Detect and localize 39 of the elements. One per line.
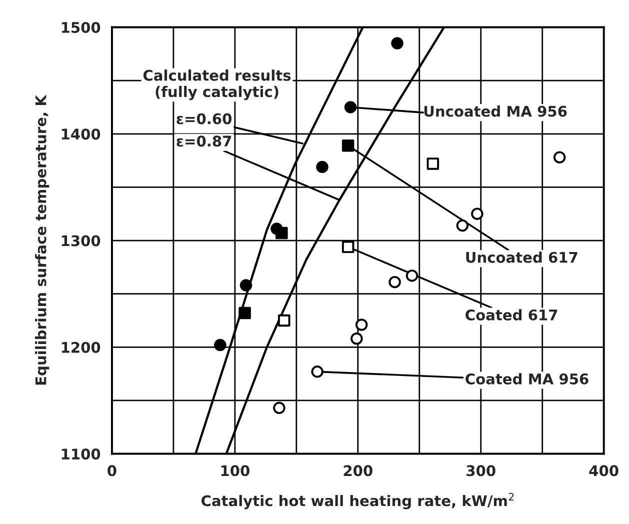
point xyxy=(471,208,484,220)
point xyxy=(406,270,418,282)
point xyxy=(355,318,368,331)
point xyxy=(388,276,401,288)
y-tick-label: 1500 xyxy=(62,22,100,33)
point xyxy=(426,158,440,170)
x-tick-label: 0 xyxy=(108,465,116,476)
annotation: Calculated results (fully catalytic) xyxy=(143,70,291,100)
point xyxy=(240,279,252,292)
point xyxy=(456,219,469,232)
annotation: ε=0.87 xyxy=(176,136,232,147)
x-axis-title: Catalytic hot wall heating rate, kW/m$^{2}$ xyxy=(201,492,514,510)
annotation: Coated MA 956 xyxy=(466,373,588,384)
x-tick-label: 400 xyxy=(589,465,618,476)
annotation: Uncoated 617 xyxy=(466,252,578,263)
point xyxy=(344,101,357,114)
point xyxy=(391,37,404,50)
point xyxy=(273,402,286,414)
point xyxy=(350,332,363,345)
point xyxy=(342,240,354,254)
x-tick-label: 100 xyxy=(221,465,250,476)
point xyxy=(276,226,288,240)
x-tick-label: 300 xyxy=(466,465,496,476)
point xyxy=(238,306,251,320)
point xyxy=(342,139,354,152)
annotation: ε=0.60 xyxy=(176,113,232,124)
point xyxy=(316,160,328,174)
y-tick-label: 1300 xyxy=(62,235,100,246)
annotation: Uncoated MA 956 xyxy=(424,106,567,117)
point xyxy=(214,338,226,352)
point xyxy=(278,314,290,327)
annotation: Coated 617 xyxy=(466,309,558,320)
y-tick-label: 1100 xyxy=(62,448,100,460)
point xyxy=(311,366,324,378)
x-tick-label: 200 xyxy=(344,465,372,476)
y-axis-title: Equilibrium surface temperature, K xyxy=(35,94,50,385)
point xyxy=(553,151,566,164)
y-tick-label: 1200 xyxy=(62,342,100,353)
y-tick-label: 1400 xyxy=(62,128,100,140)
